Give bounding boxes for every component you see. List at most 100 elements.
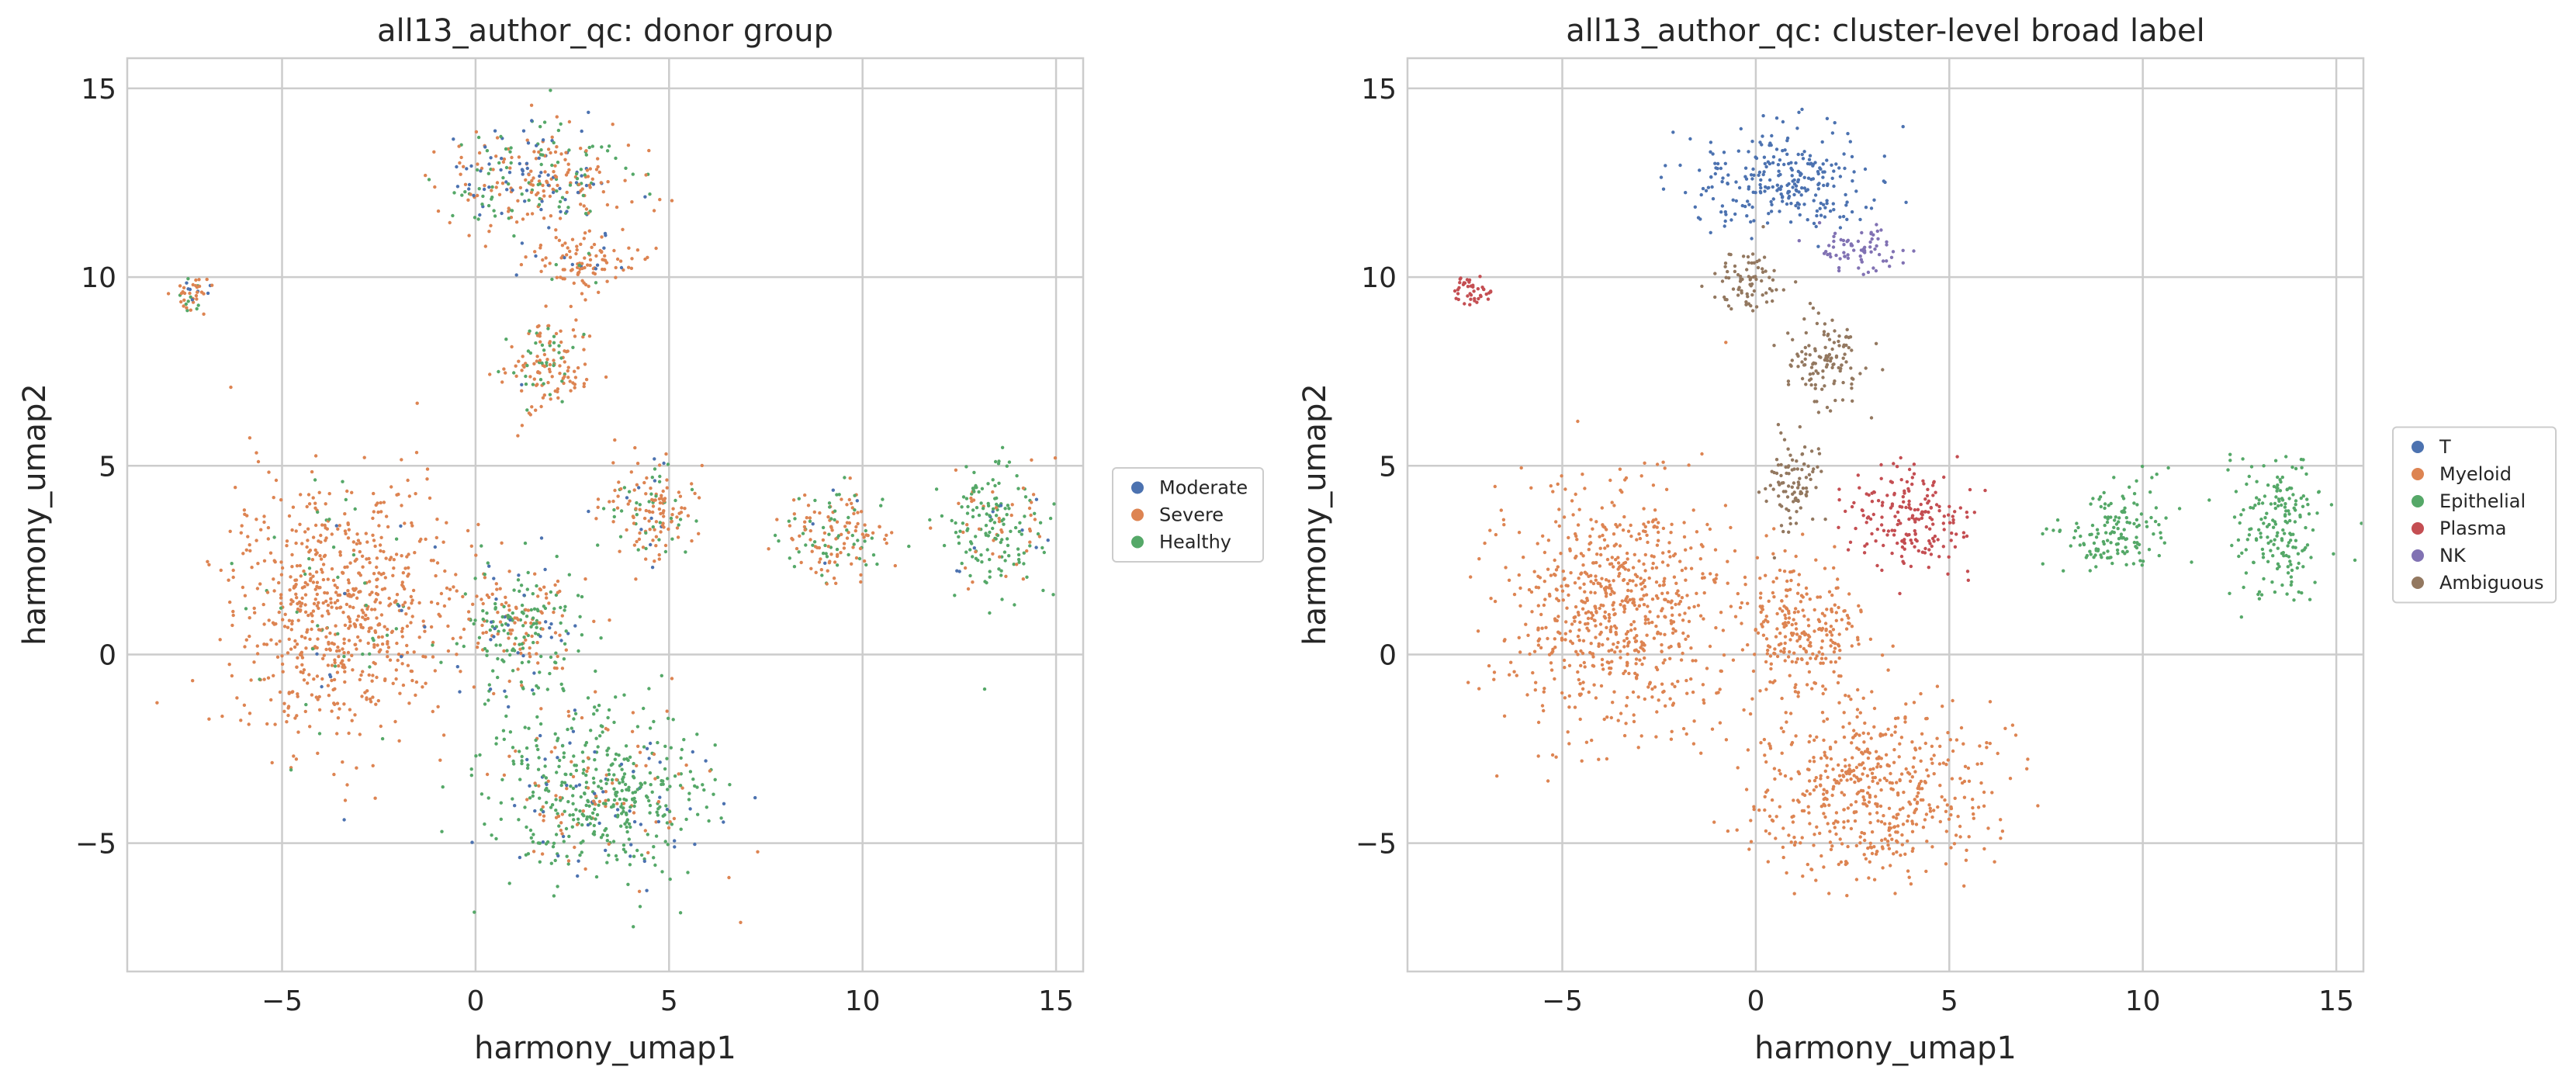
scatter-point (540, 199, 544, 203)
scatter-point (1036, 532, 1040, 536)
scatter-point (1823, 206, 1827, 210)
scatter-point (1633, 627, 1637, 631)
scatter-point (1678, 163, 1682, 168)
scatter-point (1761, 114, 1765, 118)
scatter-point (1937, 762, 1942, 766)
scatter-point (1766, 648, 1770, 653)
scatter-point (315, 652, 319, 656)
scatter-point (1565, 606, 1569, 610)
scatter-point (1887, 806, 1892, 811)
scatter-point (619, 824, 623, 828)
scatter-point (1948, 521, 1952, 525)
scatter-point (1722, 151, 1726, 154)
scatter-point (802, 525, 807, 529)
scatter-point (348, 604, 352, 608)
scatter-point (544, 620, 548, 624)
scatter-point (1634, 662, 1638, 666)
scatter-point (329, 597, 333, 601)
scatter-point (828, 505, 832, 509)
scatter-point (942, 543, 947, 548)
scatter-point (1714, 577, 1718, 580)
scatter-point (1781, 529, 1785, 534)
scatter-point (1750, 237, 1754, 241)
scatter-point (1786, 621, 1791, 625)
scatter-point (518, 778, 522, 781)
scatter-point (551, 845, 556, 849)
scatter-point (1492, 677, 1496, 681)
scatter-point (1910, 849, 1914, 854)
scatter-point (556, 387, 560, 391)
scatter-point (1895, 465, 1899, 469)
scatter-point (1774, 116, 1779, 120)
scatter-point (1912, 701, 1916, 705)
scatter-point (1797, 771, 1802, 776)
scatter-point (617, 480, 621, 484)
scatter-point (507, 881, 511, 885)
scatter-point (347, 639, 351, 642)
scatter-point (1808, 372, 1813, 376)
scatter-point (1645, 533, 1649, 537)
scatter-point (821, 538, 826, 542)
scatter-point (400, 655, 403, 659)
scatter-point (1743, 583, 1747, 587)
scatter-point (679, 827, 683, 831)
scatter-point (455, 642, 459, 646)
scatter-point (566, 727, 570, 732)
scatter-point (1539, 612, 1543, 617)
scatter-point (534, 632, 538, 636)
scatter-point (1971, 805, 1975, 810)
scatter-point (767, 547, 770, 551)
scatter-point (986, 482, 990, 486)
scatter-point (507, 206, 511, 210)
scatter-point (582, 204, 586, 208)
scatter-point (1007, 554, 1011, 558)
scatter-point (1646, 618, 1650, 622)
scatter-point (526, 349, 531, 353)
scatter-point (628, 854, 632, 858)
scatter-point (455, 185, 460, 189)
scatter-point (525, 587, 529, 591)
scatter-point (629, 266, 634, 270)
scatter-point (961, 521, 965, 525)
scatter-point (798, 534, 802, 538)
scatter-point (1563, 638, 1567, 642)
scatter-point (637, 889, 642, 894)
scatter-point (290, 552, 294, 557)
scatter-point (571, 802, 575, 806)
scatter-point (341, 480, 345, 483)
scatter-point (528, 828, 533, 833)
scatter-point (508, 653, 512, 657)
scatter-point (1879, 820, 1884, 824)
scatter-point (585, 769, 589, 774)
scatter-point (367, 629, 371, 633)
scatter-point (803, 493, 807, 497)
scatter-point (1754, 628, 1757, 632)
scatter-point (514, 220, 519, 224)
scatter-point (1034, 497, 1039, 501)
scatter-point (510, 209, 514, 213)
scatter-point (1861, 761, 1865, 765)
scatter-point (1785, 139, 1789, 143)
scatter-point (1546, 779, 1550, 783)
scatter-point (552, 358, 556, 362)
scatter-point (286, 713, 290, 718)
scatter-point (1526, 633, 1530, 637)
scatter-point (1670, 522, 1674, 526)
scatter-point (567, 573, 571, 577)
scatter-point (1589, 611, 1594, 615)
scatter-point (1923, 781, 1927, 784)
scatter-point (1536, 643, 1541, 647)
scatter-point (1638, 658, 1642, 662)
scatter-point (1864, 206, 1868, 210)
scatter-point (487, 230, 491, 234)
scatter-point (1642, 594, 1646, 597)
scatter-point (823, 543, 827, 548)
scatter-point (1574, 532, 1577, 536)
scatter-point (483, 183, 486, 188)
scatter-point (688, 770, 693, 774)
scatter-point (1805, 490, 1809, 494)
scatter-point (639, 781, 642, 785)
scatter-point (586, 175, 590, 178)
scatter-point (1648, 610, 1652, 614)
scatter-point (537, 150, 541, 154)
